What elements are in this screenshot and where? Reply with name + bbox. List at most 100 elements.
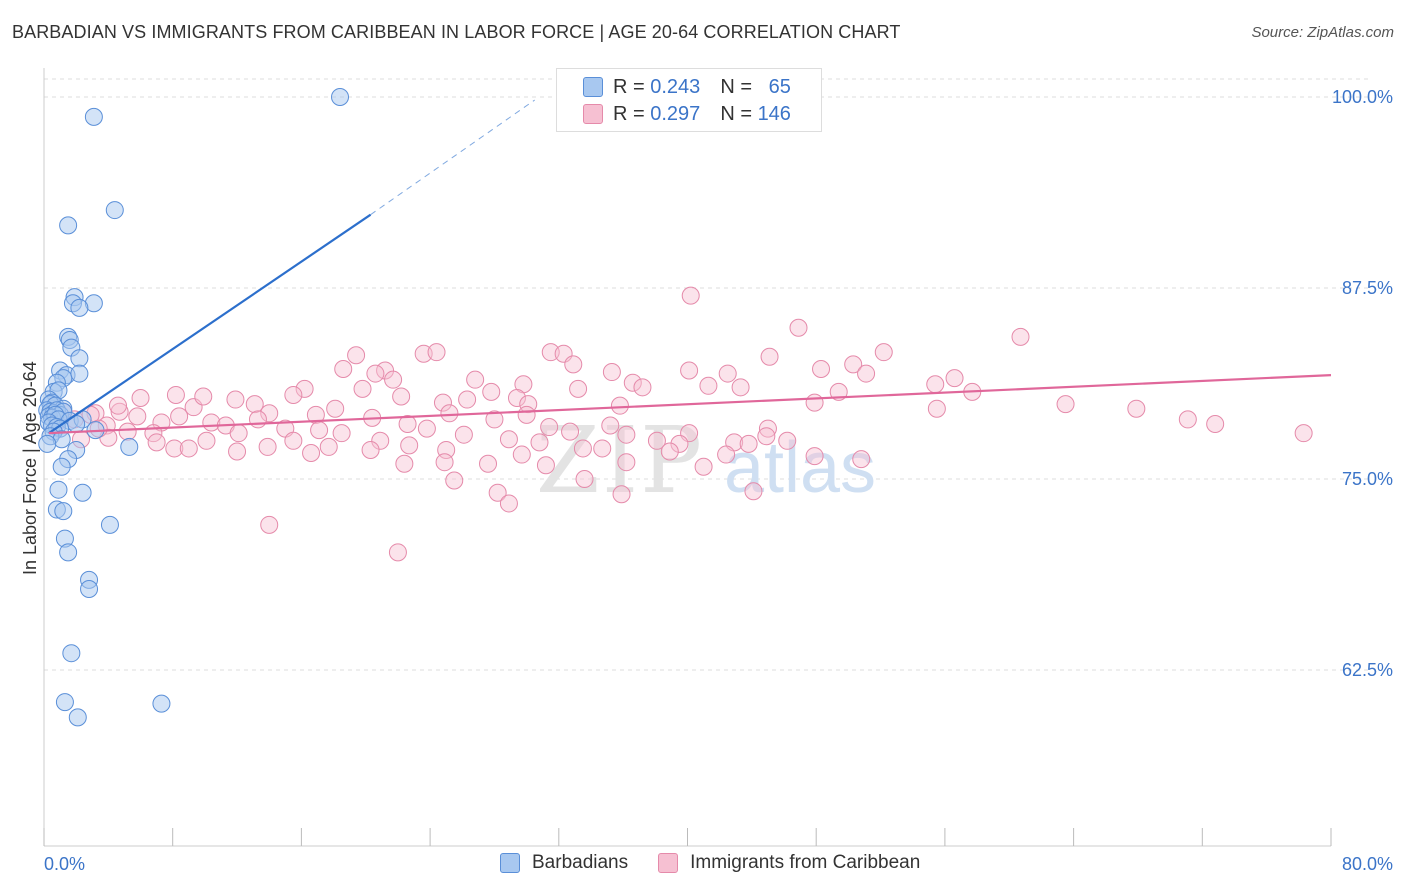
caribbean-point bbox=[445, 471, 464, 490]
caribbean-point bbox=[874, 343, 893, 362]
bottom-legend-swatch-blue bbox=[500, 853, 520, 873]
caribbean-point bbox=[433, 393, 452, 412]
correlation-legend: R = 0.243 N = 65 R = 0.297 N = 146 bbox=[556, 68, 822, 132]
legend-swatch-blue bbox=[583, 77, 603, 97]
barbadian-point bbox=[70, 364, 89, 383]
axes bbox=[43, 68, 1332, 847]
caribbean-point bbox=[844, 355, 863, 374]
bottom-legend-caribbean: Immigrants from Caribbean bbox=[658, 852, 920, 874]
caribbean-point bbox=[670, 434, 689, 453]
barbadian-point bbox=[80, 580, 99, 599]
caribbean-point bbox=[310, 421, 329, 440]
barbadian-point bbox=[84, 107, 103, 126]
caribbean-point bbox=[647, 431, 666, 450]
caribbean-point bbox=[482, 382, 501, 401]
caribbean-point bbox=[731, 378, 750, 397]
legend-row-caribbean: R = 0.297 N = 146 bbox=[583, 102, 791, 126]
legend-n-value-1: 65 bbox=[768, 75, 791, 98]
legend-r-label-2: R = bbox=[613, 102, 645, 125]
caribbean-point bbox=[440, 404, 459, 423]
caribbean-point bbox=[1011, 327, 1030, 346]
caribbean-point bbox=[717, 445, 736, 464]
barbadian-point bbox=[68, 708, 87, 727]
caribbean-point bbox=[226, 390, 245, 409]
bottom-legend-swatch-pink bbox=[658, 853, 679, 873]
barbadian-point bbox=[70, 298, 89, 317]
caribbean-point bbox=[612, 485, 631, 504]
caribbean-point bbox=[485, 410, 504, 429]
caribbean-point bbox=[857, 364, 876, 383]
caribbean-point bbox=[306, 405, 325, 424]
caribbean-point bbox=[1178, 410, 1197, 429]
caribbean-point bbox=[680, 361, 699, 380]
caribbean-point bbox=[602, 363, 621, 382]
watermark-atlas: atlas bbox=[724, 428, 876, 508]
legend-row-barbadians: R = 0.243 N = 65 bbox=[583, 75, 791, 99]
caribbean-point bbox=[926, 375, 945, 394]
caribbean-point bbox=[610, 396, 629, 415]
caribbean-point bbox=[326, 399, 345, 418]
legend-swatch-pink bbox=[583, 104, 603, 124]
caribbean-point bbox=[540, 418, 559, 437]
barbadian-point bbox=[331, 88, 350, 106]
caribbean-point bbox=[392, 387, 411, 406]
caribbean-point bbox=[334, 359, 353, 378]
caribbean-point bbox=[778, 431, 797, 450]
caribbean-point bbox=[575, 470, 594, 488]
caribbean-point bbox=[852, 450, 871, 469]
caribbean-point bbox=[945, 369, 964, 388]
caribbean-point bbox=[435, 453, 454, 472]
y-axis-label: In Labor Force | Age 20-64 bbox=[20, 361, 40, 575]
caribbean-point bbox=[366, 364, 385, 383]
caribbean-point bbox=[229, 424, 248, 443]
caribbean-point bbox=[617, 453, 636, 472]
caribbean-point bbox=[332, 424, 351, 443]
caribbean-point bbox=[536, 456, 555, 475]
y-tick-label: 75.0% bbox=[1342, 469, 1393, 489]
caribbean-point bbox=[466, 370, 485, 389]
caribbean-point bbox=[179, 439, 198, 458]
bottom-legend-label-1: Barbadians bbox=[532, 852, 629, 873]
legend-n-value-2: 146 bbox=[757, 102, 791, 125]
caribbean-point bbox=[284, 431, 303, 450]
bottom-legend: Barbadians Immigrants from Caribbean bbox=[500, 852, 950, 874]
caribbean-point bbox=[541, 343, 560, 362]
caribbean-point bbox=[623, 373, 642, 392]
caribbean-point bbox=[371, 431, 390, 450]
caribbean-point bbox=[260, 515, 279, 534]
caribbean-point bbox=[319, 437, 338, 456]
caribbean-point bbox=[660, 442, 679, 461]
caribbean-point bbox=[302, 444, 321, 463]
caribbean-point bbox=[170, 407, 189, 426]
caribbean-point bbox=[1056, 395, 1075, 414]
caribbean-point bbox=[454, 425, 473, 444]
y-tick-label: 62.5% bbox=[1342, 660, 1393, 680]
barbadian-point bbox=[59, 543, 78, 562]
caribbean-point bbox=[194, 387, 213, 406]
caribbean-point bbox=[789, 318, 808, 337]
caribbean-trend-line bbox=[48, 373, 1332, 435]
caribbean-point bbox=[499, 494, 518, 513]
caribbean-point bbox=[110, 402, 129, 421]
caribbean-point bbox=[417, 419, 436, 438]
caribbean-point bbox=[681, 286, 700, 305]
barbadian-point bbox=[62, 644, 81, 663]
legend-n-label-2: N = bbox=[720, 102, 752, 125]
barbadians-trend-extension bbox=[370, 99, 535, 216]
caribbean-point bbox=[718, 364, 737, 383]
barbadian-point bbox=[70, 349, 89, 368]
caribbean-point bbox=[248, 410, 267, 429]
caribbean-point bbox=[118, 422, 137, 441]
caribbean-point bbox=[202, 413, 221, 432]
caribbean-point bbox=[260, 404, 279, 423]
bottom-legend-barbadians: Barbadians bbox=[500, 852, 628, 874]
caribbean-point bbox=[927, 399, 946, 418]
y-tick-label: 100.0% bbox=[1332, 87, 1393, 107]
barbadians-trend-line bbox=[48, 213, 372, 435]
caribbean-point bbox=[601, 416, 620, 435]
caribbean-point bbox=[400, 436, 419, 455]
caribbean-point bbox=[109, 396, 128, 415]
caribbean-point bbox=[757, 427, 776, 446]
caribbean-point bbox=[479, 454, 498, 473]
